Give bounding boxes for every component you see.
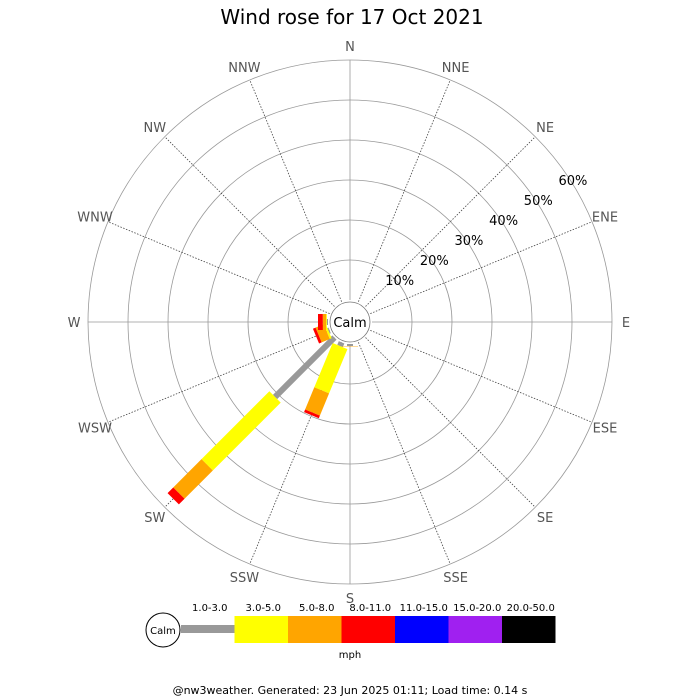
- spoke-se: [365, 337, 536, 508]
- legend-label-8.0-11.0: 8.0-11.0: [349, 603, 391, 614]
- radial-tick-labels: 10% 20% 30% 40% 50% 60%: [385, 174, 587, 289]
- tick-label-1: 10%: [385, 274, 414, 289]
- bar-sw-5.0-8.0: [173, 459, 213, 499]
- bar-sw-3.0-5.0: [201, 391, 281, 471]
- dir-label-sw: SW: [144, 511, 165, 526]
- dir-label-ne: NE: [536, 121, 554, 136]
- direction-labels: N NNE NE ENE E ESE SE SSE S SSW SW WSW W WNW NW NNW: [68, 40, 631, 607]
- dir-label-w: W: [68, 316, 81, 331]
- spoke-wnw: [107, 221, 330, 314]
- spoke-nw: [164, 136, 335, 307]
- spoke-ne: [365, 136, 536, 307]
- legend-swatch-3.0-5.0: [234, 616, 288, 643]
- bar-ssw-1.0-3.0: [337, 341, 345, 348]
- bar-wsw-5.0-8.0: [315, 324, 330, 343]
- calm-center: Calm: [329, 301, 371, 343]
- legend-label-20.0-50.0: 20.0-50.0: [507, 603, 555, 614]
- legend-swatch-11.0-15.0: [395, 616, 449, 643]
- spoke-nne: [358, 79, 451, 302]
- legend-swatch-20.0-50.0: [502, 616, 556, 643]
- dir-label-s: S: [346, 592, 354, 607]
- dir-label-sse: SSE: [443, 571, 468, 586]
- legend: Calm 1.0-3.0 3.0-5.0 5.0-8.0 8.0-11.0 11.0-15…: [145, 603, 556, 661]
- bar-wsw-3.0-5.0: [323, 323, 332, 340]
- legend-label-1.0-3.0: 1.0-3.0: [192, 603, 227, 614]
- polar-grid: [87, 59, 613, 585]
- dir-label-ssw: SSW: [230, 571, 260, 586]
- spoke-nnw: [249, 79, 342, 302]
- calm-circle: [329, 301, 371, 343]
- legend-label-3.0-5.0: 3.0-5.0: [246, 603, 281, 614]
- legend-calm-circle: [145, 612, 181, 648]
- spoke-wsw: [107, 330, 330, 423]
- dir-label-wsw: WSW: [78, 422, 112, 437]
- dir-label-n: N: [345, 40, 355, 55]
- spoke-sse: [358, 342, 451, 565]
- legend-label-15.0-20.0: 15.0-20.0: [453, 603, 501, 614]
- tick-label-5: 50%: [524, 194, 553, 209]
- tick-label-6: 60%: [558, 174, 587, 189]
- bar-ssw-8.0-11.0: [304, 409, 320, 419]
- dir-label-nne: NNE: [442, 61, 470, 76]
- spoke-ese: [370, 330, 593, 423]
- wind-bars: [167, 314, 358, 505]
- legend-label-5.0-8.0: 5.0-8.0: [299, 603, 334, 614]
- legend-swatch-1.0-3.0: [181, 625, 235, 633]
- tick-label-3: 30%: [455, 234, 484, 249]
- bar-ssw-5.0-8.0: [305, 387, 330, 416]
- legend-label-11.0-15.0: 11.0-15.0: [400, 603, 448, 614]
- dir-label-ene: ENE: [592, 210, 618, 225]
- dir-label-e: E: [622, 316, 630, 331]
- bar-sw-8.0-11.0: [167, 487, 185, 505]
- dir-label-wnw: WNW: [77, 210, 113, 225]
- legend-swatch-15.0-20.0: [448, 616, 502, 643]
- legend-unit: mph: [339, 650, 361, 661]
- dir-label-se: SE: [537, 511, 553, 526]
- legend-swatch-5.0-8.0: [288, 616, 342, 643]
- bar-sw-1.0-3.0: [272, 335, 337, 400]
- bar-ssw-3.0-5.0: [314, 342, 348, 394]
- legend-calm-label: Calm: [150, 626, 176, 637]
- dir-label-ese: ESE: [593, 422, 618, 437]
- tick-label-2: 20%: [420, 254, 449, 269]
- bar-wsw-8.0-11.0: [312, 327, 322, 344]
- dir-label-nnw: NNW: [228, 61, 260, 76]
- dir-label-nw: NW: [144, 121, 167, 136]
- spoke-ene: [370, 221, 593, 314]
- tick-label-4: 40%: [489, 214, 518, 229]
- legend-swatch-8.0-11.0: [341, 616, 395, 643]
- footer-text: @nw3weather. Generated: 23 Jun 2025 01:1…: [173, 684, 528, 697]
- calm-label: Calm: [333, 316, 366, 331]
- chart-title: Wind rose for 17 Oct 2021: [220, 5, 483, 29]
